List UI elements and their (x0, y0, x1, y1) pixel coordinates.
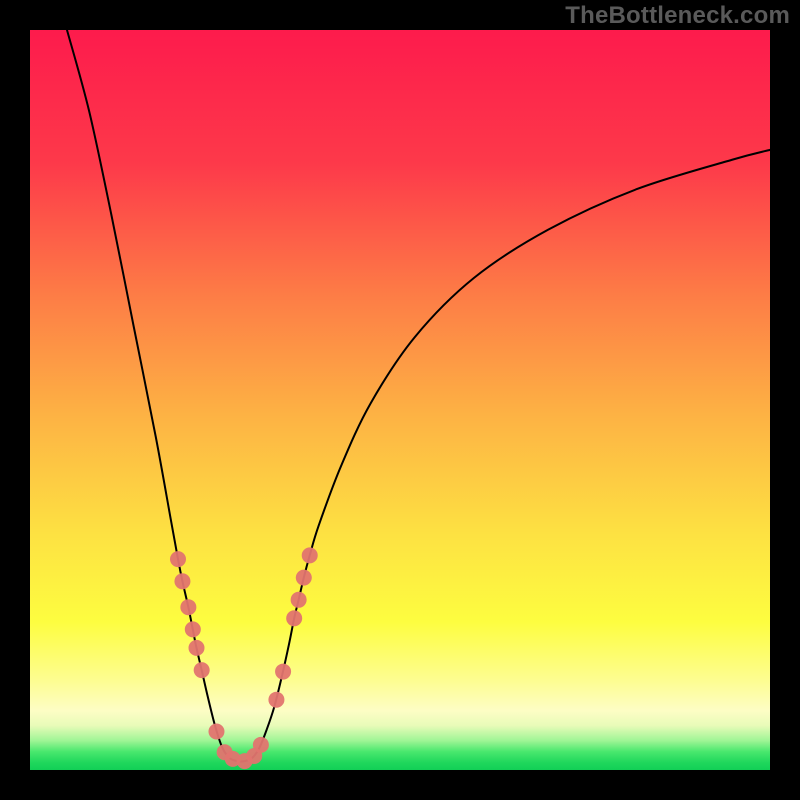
scatter-marker (275, 664, 291, 680)
chart-stage: TheBottleneck.com (0, 0, 800, 800)
scatter-marker (174, 573, 190, 589)
bottleneck-chart (0, 0, 800, 800)
watermark-text: TheBottleneck.com (565, 2, 790, 30)
plot-background (30, 30, 770, 770)
scatter-marker (189, 640, 205, 656)
scatter-marker (208, 724, 224, 740)
scatter-marker (194, 662, 210, 678)
scatter-marker (170, 551, 186, 567)
scatter-marker (268, 692, 284, 708)
scatter-marker (296, 570, 312, 586)
scatter-marker (185, 621, 201, 637)
scatter-marker (286, 610, 302, 626)
scatter-marker (302, 547, 318, 563)
scatter-marker (291, 592, 307, 608)
scatter-marker (180, 599, 196, 615)
scatter-marker (253, 737, 269, 753)
